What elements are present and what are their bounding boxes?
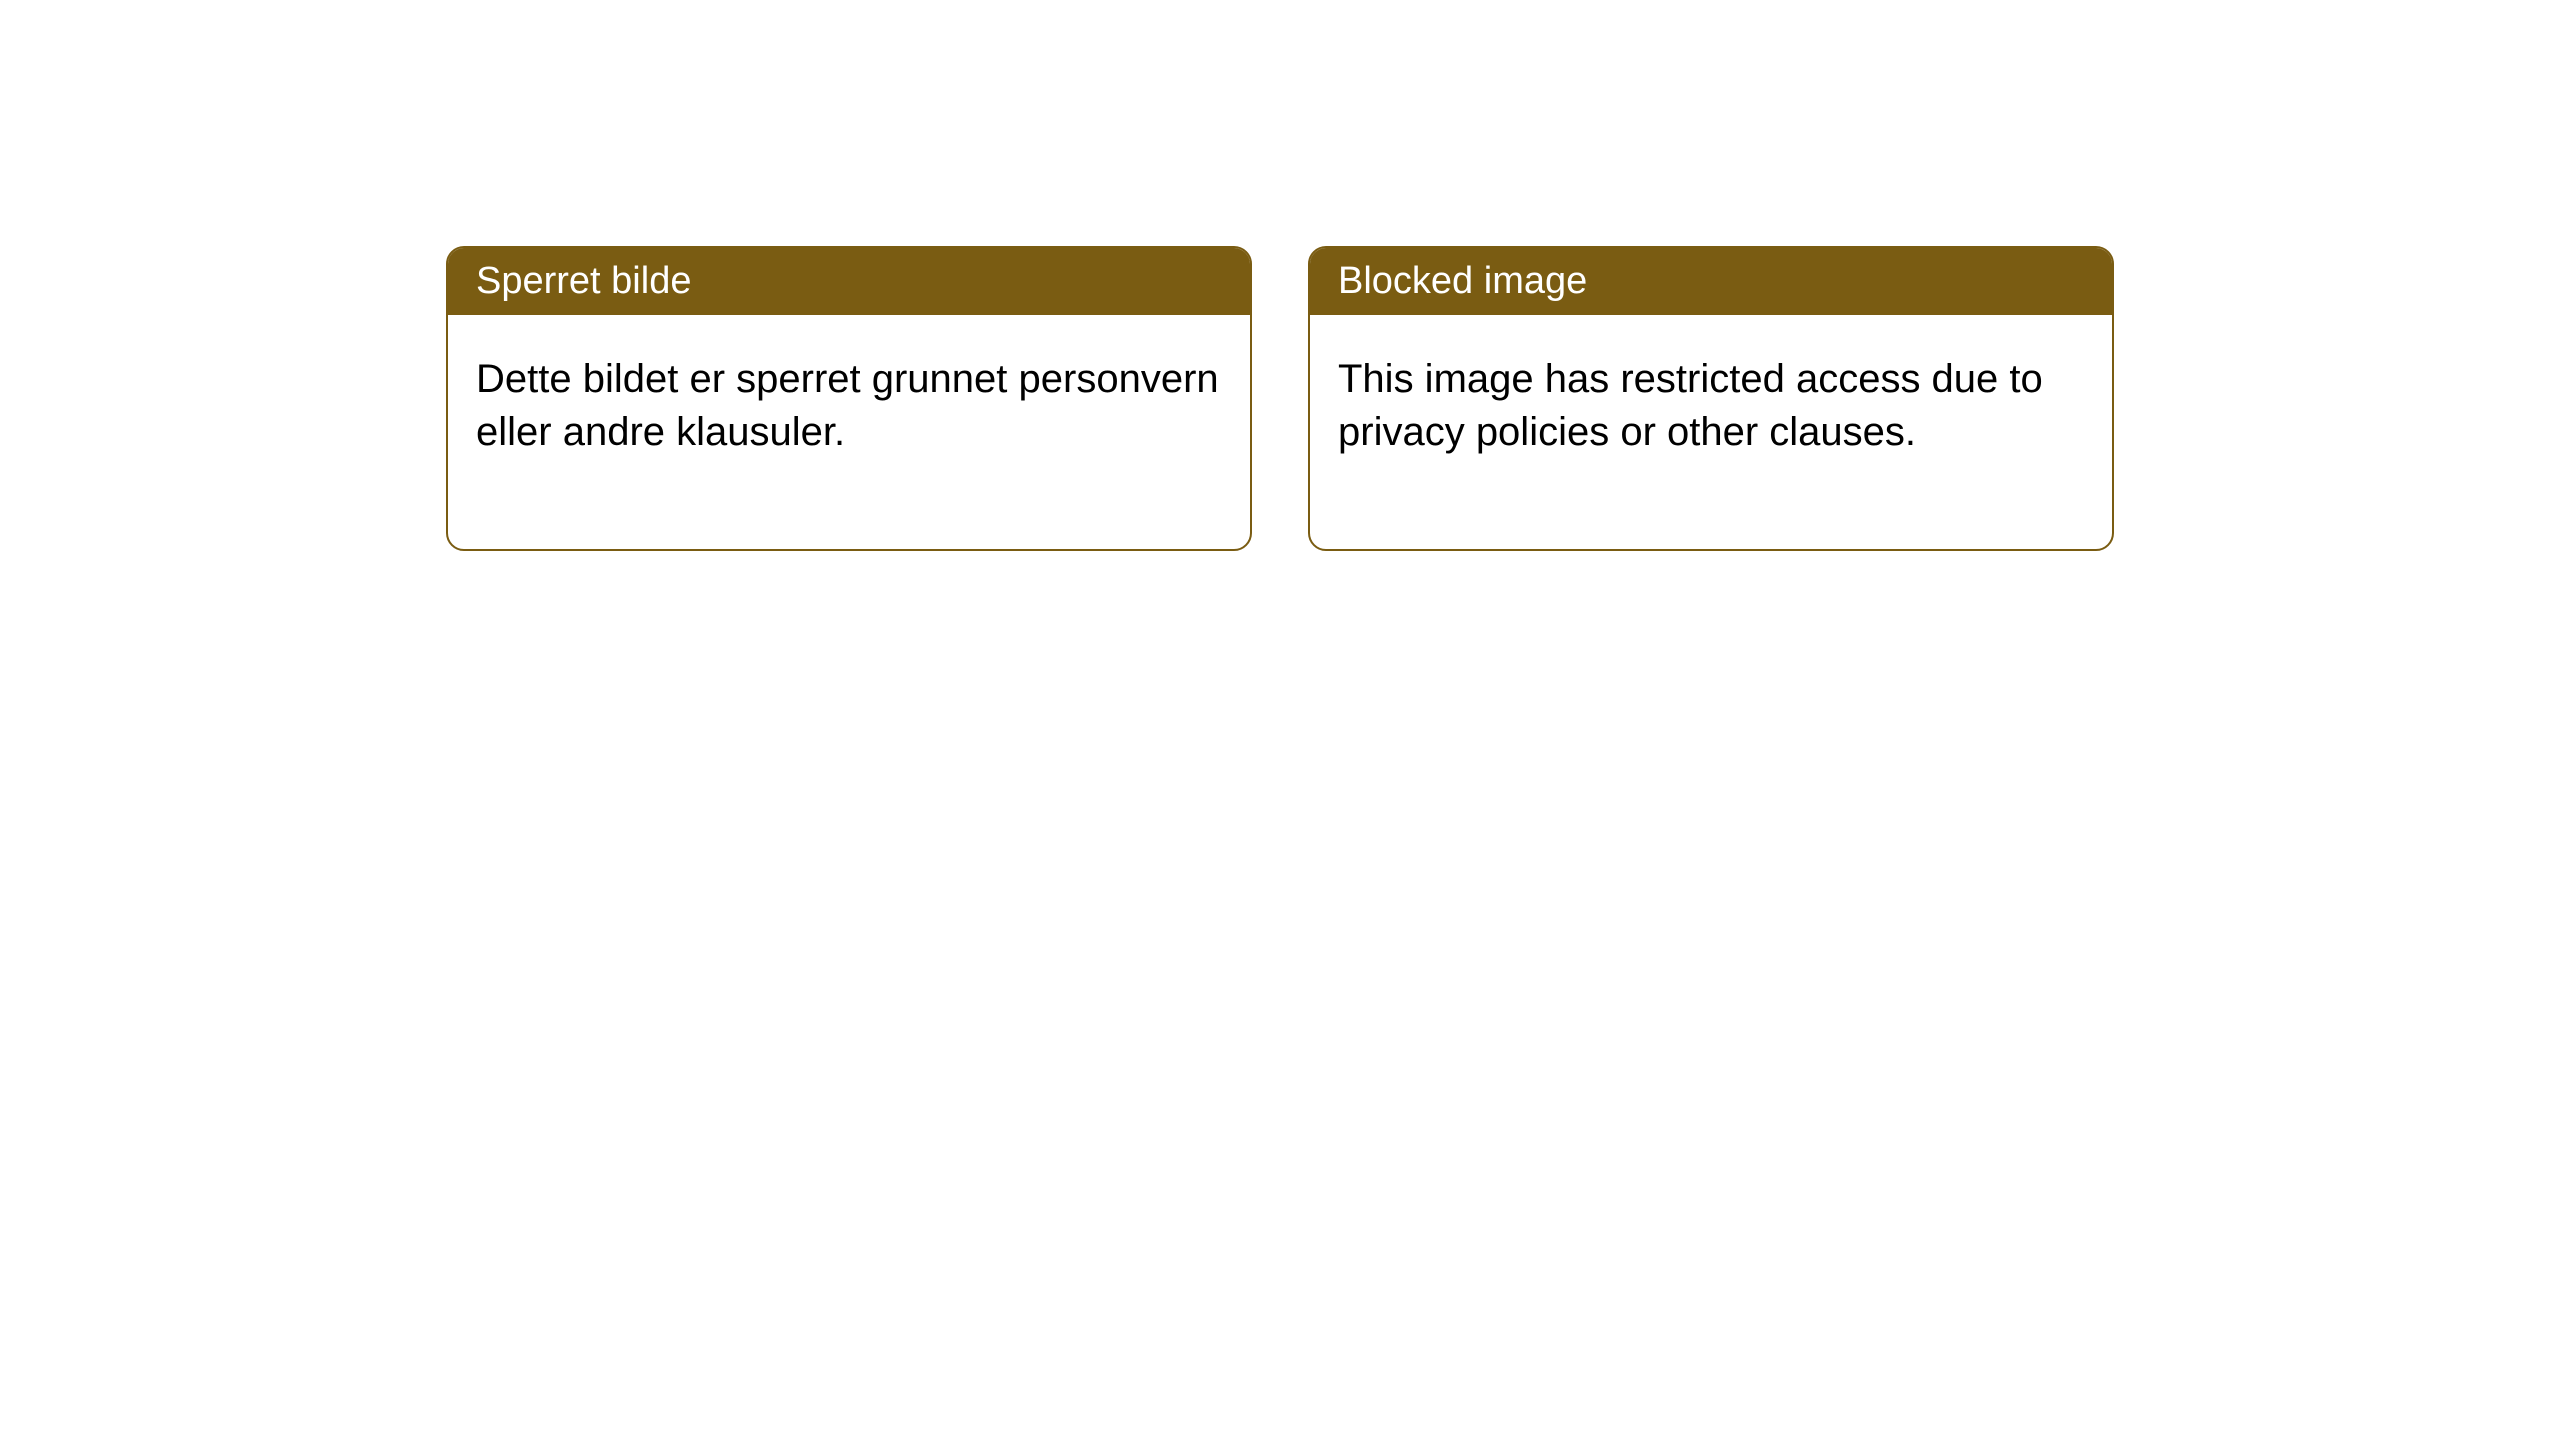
card-header: Blocked image: [1310, 248, 2112, 315]
card-header: Sperret bilde: [448, 248, 1250, 315]
message-cards-container: Sperret bilde Dette bildet er sperret gr…: [0, 0, 2560, 551]
card-body: This image has restricted access due to …: [1310, 315, 2112, 549]
blocked-image-card-en: Blocked image This image has restricted …: [1308, 246, 2114, 551]
card-message: This image has restricted access due to …: [1338, 357, 2043, 454]
card-title: Blocked image: [1338, 260, 1587, 302]
card-body: Dette bildet er sperret grunnet personve…: [448, 315, 1250, 549]
blocked-image-card-no: Sperret bilde Dette bildet er sperret gr…: [446, 246, 1252, 551]
card-message: Dette bildet er sperret grunnet personve…: [476, 357, 1219, 454]
card-title: Sperret bilde: [476, 260, 691, 302]
